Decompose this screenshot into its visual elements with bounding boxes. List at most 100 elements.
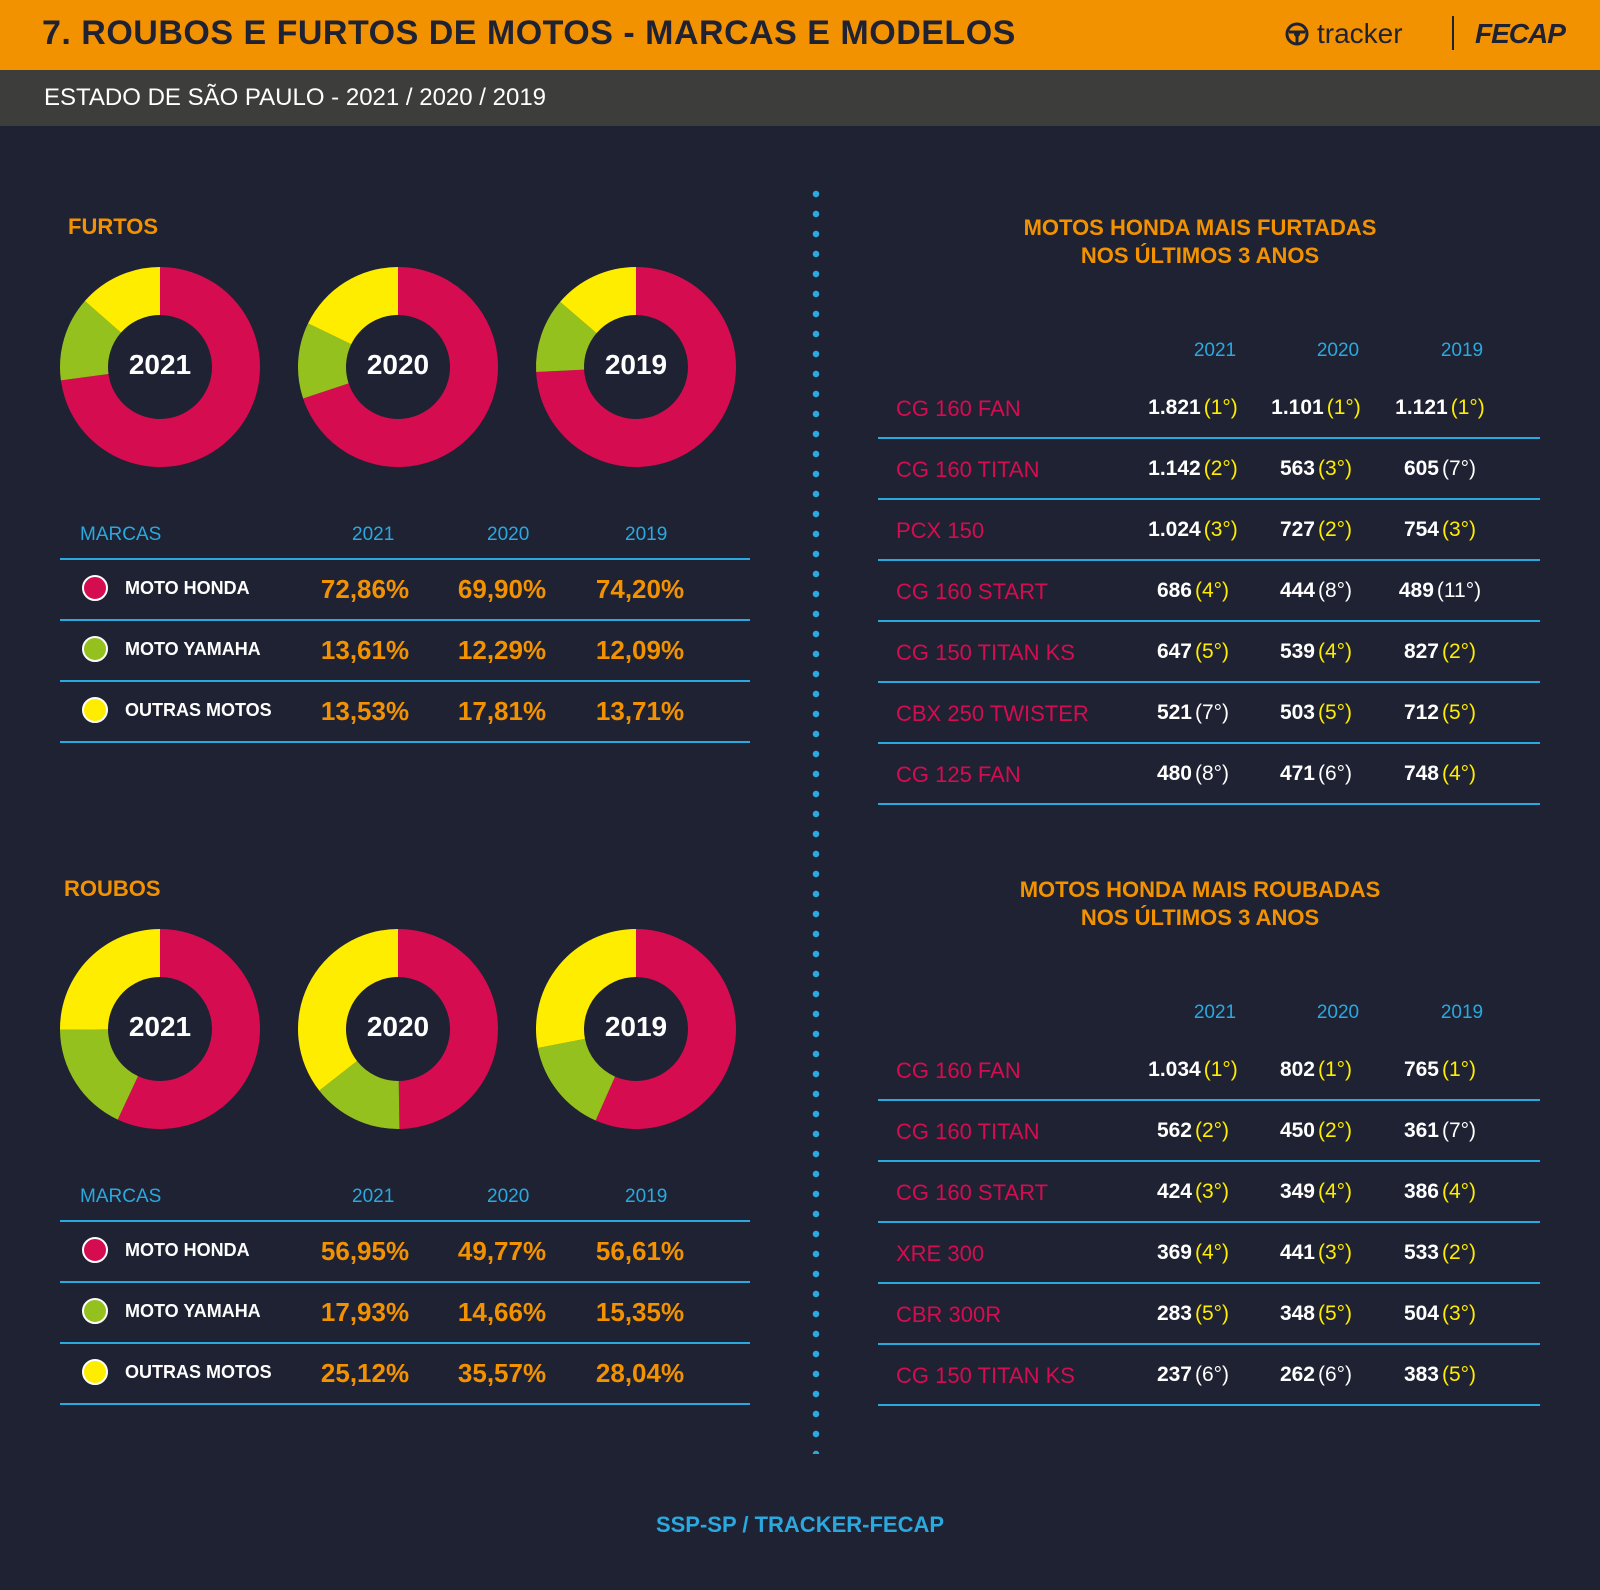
table-row: MOTO HONDA 56,95% 49,77% 56,61% xyxy=(60,1222,750,1283)
model-count: 503 xyxy=(1279,701,1315,724)
table-row: CBR 300R 283 (5°) 348 (5°) 504 (3°) xyxy=(878,1284,1540,1345)
model-rank: (8°) xyxy=(1194,762,1230,785)
year-header: 2021 xyxy=(1193,340,1237,361)
model-rank: (2°) xyxy=(1317,518,1353,541)
roubadas-table: CG 160 FAN 1.034 (1°) 802 (1°) 765 (1°) CG 160 … xyxy=(878,1040,1540,1406)
model-count-cell: 1.101 (1°) xyxy=(1251,396,1381,420)
subheader-bar: ESTADO DE SÃO PAULO - 2021 / 2020 / 2019 xyxy=(0,70,1600,126)
model-count: 383 xyxy=(1403,1363,1439,1386)
model-rank: (5°) xyxy=(1194,1302,1230,1325)
year-header: 2021 xyxy=(1193,1002,1237,1023)
brand-value: 74,20% xyxy=(595,574,685,604)
model-count-cell: 827 (2°) xyxy=(1375,640,1505,664)
table-row: XRE 300 369 (4°) 441 (3°) 533 (2°) xyxy=(878,1223,1540,1284)
furtos-donut-2021 xyxy=(60,267,260,467)
logo-separator xyxy=(1452,16,1454,50)
yamaha-swatch xyxy=(82,1298,108,1324)
brand-value: 13,71% xyxy=(595,696,685,726)
brand-name: MOTO HONDA xyxy=(125,578,250,598)
model-count-cell: 686 (4°) xyxy=(1128,579,1258,603)
model-rank: (3°) xyxy=(1194,1180,1230,1203)
table-row: MOTO HONDA 72,86% 69,90% 74,20% xyxy=(60,560,750,621)
model-rank: (3°) xyxy=(1317,457,1353,480)
model-rank: (4°) xyxy=(1441,1180,1477,1203)
roubos-donut-2021 xyxy=(60,929,260,1129)
page-title: 7. ROUBOS E FURTOS DE MOTOS - MARCAS E M… xyxy=(42,14,1016,52)
model-name: CG 160 TITAN xyxy=(896,1119,1040,1144)
model-count: 361 xyxy=(1403,1119,1439,1142)
model-name: CG 125 FAN xyxy=(896,762,1021,787)
honda-slice xyxy=(303,267,498,467)
roubadas-title: MOTOS HONDA MAIS ROUBADAS NOS ÚLTIMOS 3 … xyxy=(880,876,1520,932)
model-rank: (1°) xyxy=(1450,396,1485,419)
brand-name: OUTRAS MOTOS xyxy=(125,1362,272,1382)
model-count: 348 xyxy=(1279,1302,1315,1325)
table-header: MARCAS 2021 2020 2019 xyxy=(60,1178,750,1222)
table-row: CBX 250 TWISTER 521 (7°) 503 (5°) 712 (5°) xyxy=(878,683,1540,744)
brand-value: 14,66% xyxy=(457,1297,547,1327)
model-name: PCX 150 xyxy=(896,518,985,543)
column-header: 2020 xyxy=(487,1186,530,1207)
outras-slice xyxy=(308,267,398,345)
brand-value: 13,53% xyxy=(320,696,410,726)
model-count-cell: 444 (8°) xyxy=(1251,579,1381,603)
year-header: 2020 xyxy=(1316,1002,1360,1023)
brand-value: 56,61% xyxy=(595,1236,685,1266)
roubos-donut-year-2019: 2019 xyxy=(604,1011,668,1042)
roubadas-year-header: 2021 2020 2019 xyxy=(878,1002,1538,1032)
model-count-cell: 424 (3°) xyxy=(1128,1180,1258,1204)
outras-slice xyxy=(536,929,636,1048)
model-count: 563 xyxy=(1279,457,1315,480)
model-count-cell: 489 (11°) xyxy=(1375,579,1505,603)
brand-value: 49,77% xyxy=(457,1236,547,1266)
model-count: 504 xyxy=(1403,1302,1439,1325)
model-count: 712 xyxy=(1403,701,1439,724)
table-row: CG 160 START 424 (3°) 349 (4°) 386 (4°) xyxy=(878,1162,1540,1223)
model-rank: (4°) xyxy=(1194,1241,1230,1264)
model-count: 1.024 xyxy=(1148,518,1201,541)
brand-value: 12,09% xyxy=(595,635,685,665)
model-rank: (2°) xyxy=(1441,1241,1477,1264)
model-count: 533 xyxy=(1403,1241,1439,1264)
model-count: 754 xyxy=(1403,518,1439,541)
roubadas-title-line1: MOTOS HONDA MAIS ROUBADAS xyxy=(1019,877,1381,902)
table-row: CG 150 TITAN KS 647 (5°) 539 (4°) 827 (2°) xyxy=(878,622,1540,683)
page-subtitle: ESTADO DE SÃO PAULO - 2021 / 2020 / 2019 xyxy=(44,84,547,111)
model-count-cell: 503 (5°) xyxy=(1251,701,1381,725)
brand-name: MOTO YAMAHA xyxy=(125,639,261,659)
table-row: MOTO YAMAHA 17,93% 14,66% 15,35% xyxy=(60,1283,750,1344)
column-header: 2021 xyxy=(352,524,395,545)
model-count-cell: 754 (3°) xyxy=(1375,518,1505,542)
brand-value: 72,86% xyxy=(320,574,410,604)
model-count: 369 xyxy=(1156,1241,1192,1264)
furtos-donut-2019 xyxy=(536,267,736,467)
furtos-brand-table: MARCAS 2021 2020 2019 MOTO HONDA 72,86% … xyxy=(60,516,750,743)
model-count-cell: 1.142 (2°) xyxy=(1128,457,1258,481)
outras-slice xyxy=(60,929,160,1030)
model-name: CG 160 START xyxy=(896,579,1049,604)
model-name: CBR 300R xyxy=(896,1302,1002,1327)
model-name: CG 150 TITAN KS xyxy=(896,640,1075,665)
honda-slice xyxy=(398,929,498,1129)
brand-value: 25,12% xyxy=(320,1358,410,1388)
model-rank: (6°) xyxy=(1194,1363,1230,1386)
model-rank: (3°) xyxy=(1441,1302,1477,1325)
brand-name: OUTRAS MOTOS xyxy=(125,700,272,720)
column-header: 2020 xyxy=(487,524,530,545)
brand-value: 12,29% xyxy=(457,635,547,665)
model-count-cell: 262 (6°) xyxy=(1251,1363,1381,1387)
honda-swatch xyxy=(82,1237,108,1263)
model-count-cell: 1.821 (1°) xyxy=(1128,396,1258,420)
brand-value: 17,93% xyxy=(320,1297,410,1327)
model-rank: (5°) xyxy=(1441,1363,1477,1386)
roubos-donut-2019 xyxy=(536,929,736,1129)
model-rank: (6°) xyxy=(1317,762,1353,785)
column-header: 2021 xyxy=(352,1186,395,1207)
model-count: 686 xyxy=(1156,579,1192,602)
model-count-cell: 1.024 (3°) xyxy=(1128,518,1258,542)
model-count-cell: 283 (5°) xyxy=(1128,1302,1258,1326)
model-count-cell: 441 (3°) xyxy=(1251,1241,1381,1265)
honda-swatch xyxy=(82,575,108,601)
model-rank: (2°) xyxy=(1441,640,1477,663)
furtos-donut-year-2021: 2021 xyxy=(128,349,192,380)
